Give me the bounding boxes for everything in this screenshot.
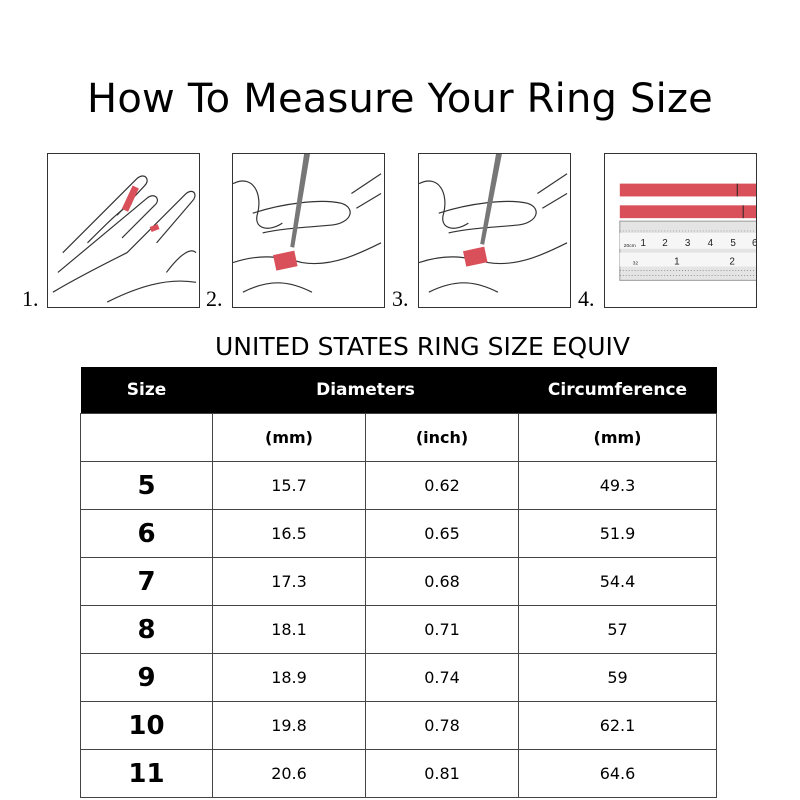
ring-size-table: Size Diameters Circumference (mm) (inch)… (80, 367, 717, 798)
ruler-inch-tick: 2 (729, 257, 734, 268)
unit-cell (80, 413, 213, 462)
diameter-inch-cell: 0.68 (365, 557, 519, 606)
circumference-mm-cell: 49.3 (518, 461, 717, 510)
ruler-cm-tick: 3 (685, 238, 691, 249)
step-4-label: 4. (578, 286, 595, 311)
unit-cell: (inch) (365, 413, 519, 462)
diameter-inch-cell: 0.78 (365, 701, 519, 750)
ruler-cm-tick: 5 (730, 238, 736, 249)
size-cell: 11 (80, 749, 213, 798)
unit-cell: (mm) (212, 413, 366, 462)
ruler-cm-tick: 2 (662, 238, 667, 249)
hand-marking-strip-icon (233, 154, 382, 293)
header-size: Size (80, 367, 213, 414)
diameter-mm-cell: 16.5 (212, 509, 366, 558)
circumference-mm-cell: 51.9 (518, 509, 717, 558)
table-row: 8 18.1 0.71 57 (80, 605, 717, 654)
hand-with-paper-strip-icon (52, 175, 197, 303)
diameter-inch-cell: 0.74 (365, 653, 519, 702)
table-row: 11 20.6 0.81 64.6 (80, 749, 717, 798)
table-title: UNITED STATES RING SIZE EQUIV (214, 332, 630, 361)
diameter-mm-cell: 17.3 (212, 557, 366, 606)
size-cell: 9 (80, 653, 213, 702)
step-2-illustration (232, 153, 385, 308)
svg-text:20cm: 20cm (624, 243, 636, 249)
step-3-label: 3. (392, 286, 409, 311)
ruler-icon: 20cm 1 2 3 4 5 6 32 1 2 (619, 183, 756, 281)
table-row: 9 18.9 0.74 59 (80, 653, 717, 702)
ruler-cm-tick: 1 (641, 238, 646, 249)
unit-cell: (mm) (518, 413, 717, 462)
table-row: 5 15.7 0.62 49.3 (80, 461, 717, 510)
size-cell: 7 (80, 557, 213, 606)
table-row: 6 16.5 0.65 51.9 (80, 509, 717, 558)
size-cell: 8 (80, 605, 213, 654)
size-cell: 10 (80, 701, 213, 750)
header-row: Size Diameters Circumference (80, 367, 717, 414)
diameter-mm-cell: 18.9 (212, 653, 366, 702)
diameter-inch-cell: 0.71 (365, 605, 519, 654)
circumference-mm-cell: 57 (518, 605, 717, 654)
step-1-label: 1. (22, 286, 39, 311)
table-row: 7 17.3 0.68 54.4 (80, 557, 717, 606)
ruler-cm-tick: 4 (708, 238, 714, 249)
diameter-inch-cell: 0.65 (365, 509, 519, 558)
ruler-cm-tick: 6 (752, 238, 756, 249)
header-circumference: Circumference (518, 367, 717, 414)
step-2-label: 2. (206, 286, 223, 311)
diameter-mm-cell: 20.6 (212, 749, 366, 798)
diameter-mm-cell: 15.7 (212, 461, 366, 510)
step-3-illustration (418, 153, 571, 308)
diameter-mm-cell: 18.1 (212, 605, 366, 654)
ruler-inch-tick: 1 (674, 257, 679, 268)
circumference-mm-cell: 64.6 (518, 749, 717, 798)
header-diameters: Diameters (212, 367, 519, 414)
step-1-illustration (47, 153, 200, 308)
diameter-inch-cell: 0.62 (365, 461, 519, 510)
hand-marking-strip-icon (419, 154, 568, 293)
diameter-mm-cell: 19.8 (212, 701, 366, 750)
size-cell: 5 (80, 461, 213, 510)
size-cell: 6 (80, 509, 213, 558)
circumference-mm-cell: 59 (518, 653, 717, 702)
svg-text:32: 32 (633, 261, 639, 267)
page-title: How To Measure Your Ring Size (87, 76, 713, 122)
table-row: 10 19.8 0.78 62.1 (80, 701, 717, 750)
units-row: (mm) (inch) (mm) (80, 413, 717, 462)
circumference-mm-cell: 54.4 (518, 557, 717, 606)
circumference-mm-cell: 62.1 (518, 701, 717, 750)
step-4-illustration: 20cm 1 2 3 4 5 6 32 1 2 (604, 153, 757, 308)
diameter-inch-cell: 0.81 (365, 749, 519, 798)
